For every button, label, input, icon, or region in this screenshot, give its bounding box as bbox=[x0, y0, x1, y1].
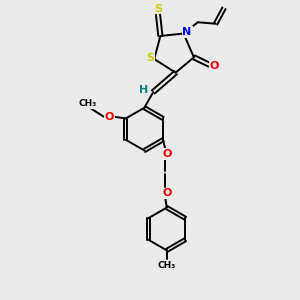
Text: N: N bbox=[182, 27, 192, 37]
Text: H: H bbox=[139, 85, 148, 94]
Text: S: S bbox=[154, 4, 162, 14]
Text: O: O bbox=[210, 61, 219, 71]
Text: O: O bbox=[162, 188, 172, 198]
Text: O: O bbox=[105, 112, 114, 122]
Text: CH₃: CH₃ bbox=[79, 99, 97, 108]
Text: O: O bbox=[162, 149, 172, 159]
Text: S: S bbox=[147, 52, 155, 62]
Text: CH₃: CH₃ bbox=[158, 261, 176, 270]
